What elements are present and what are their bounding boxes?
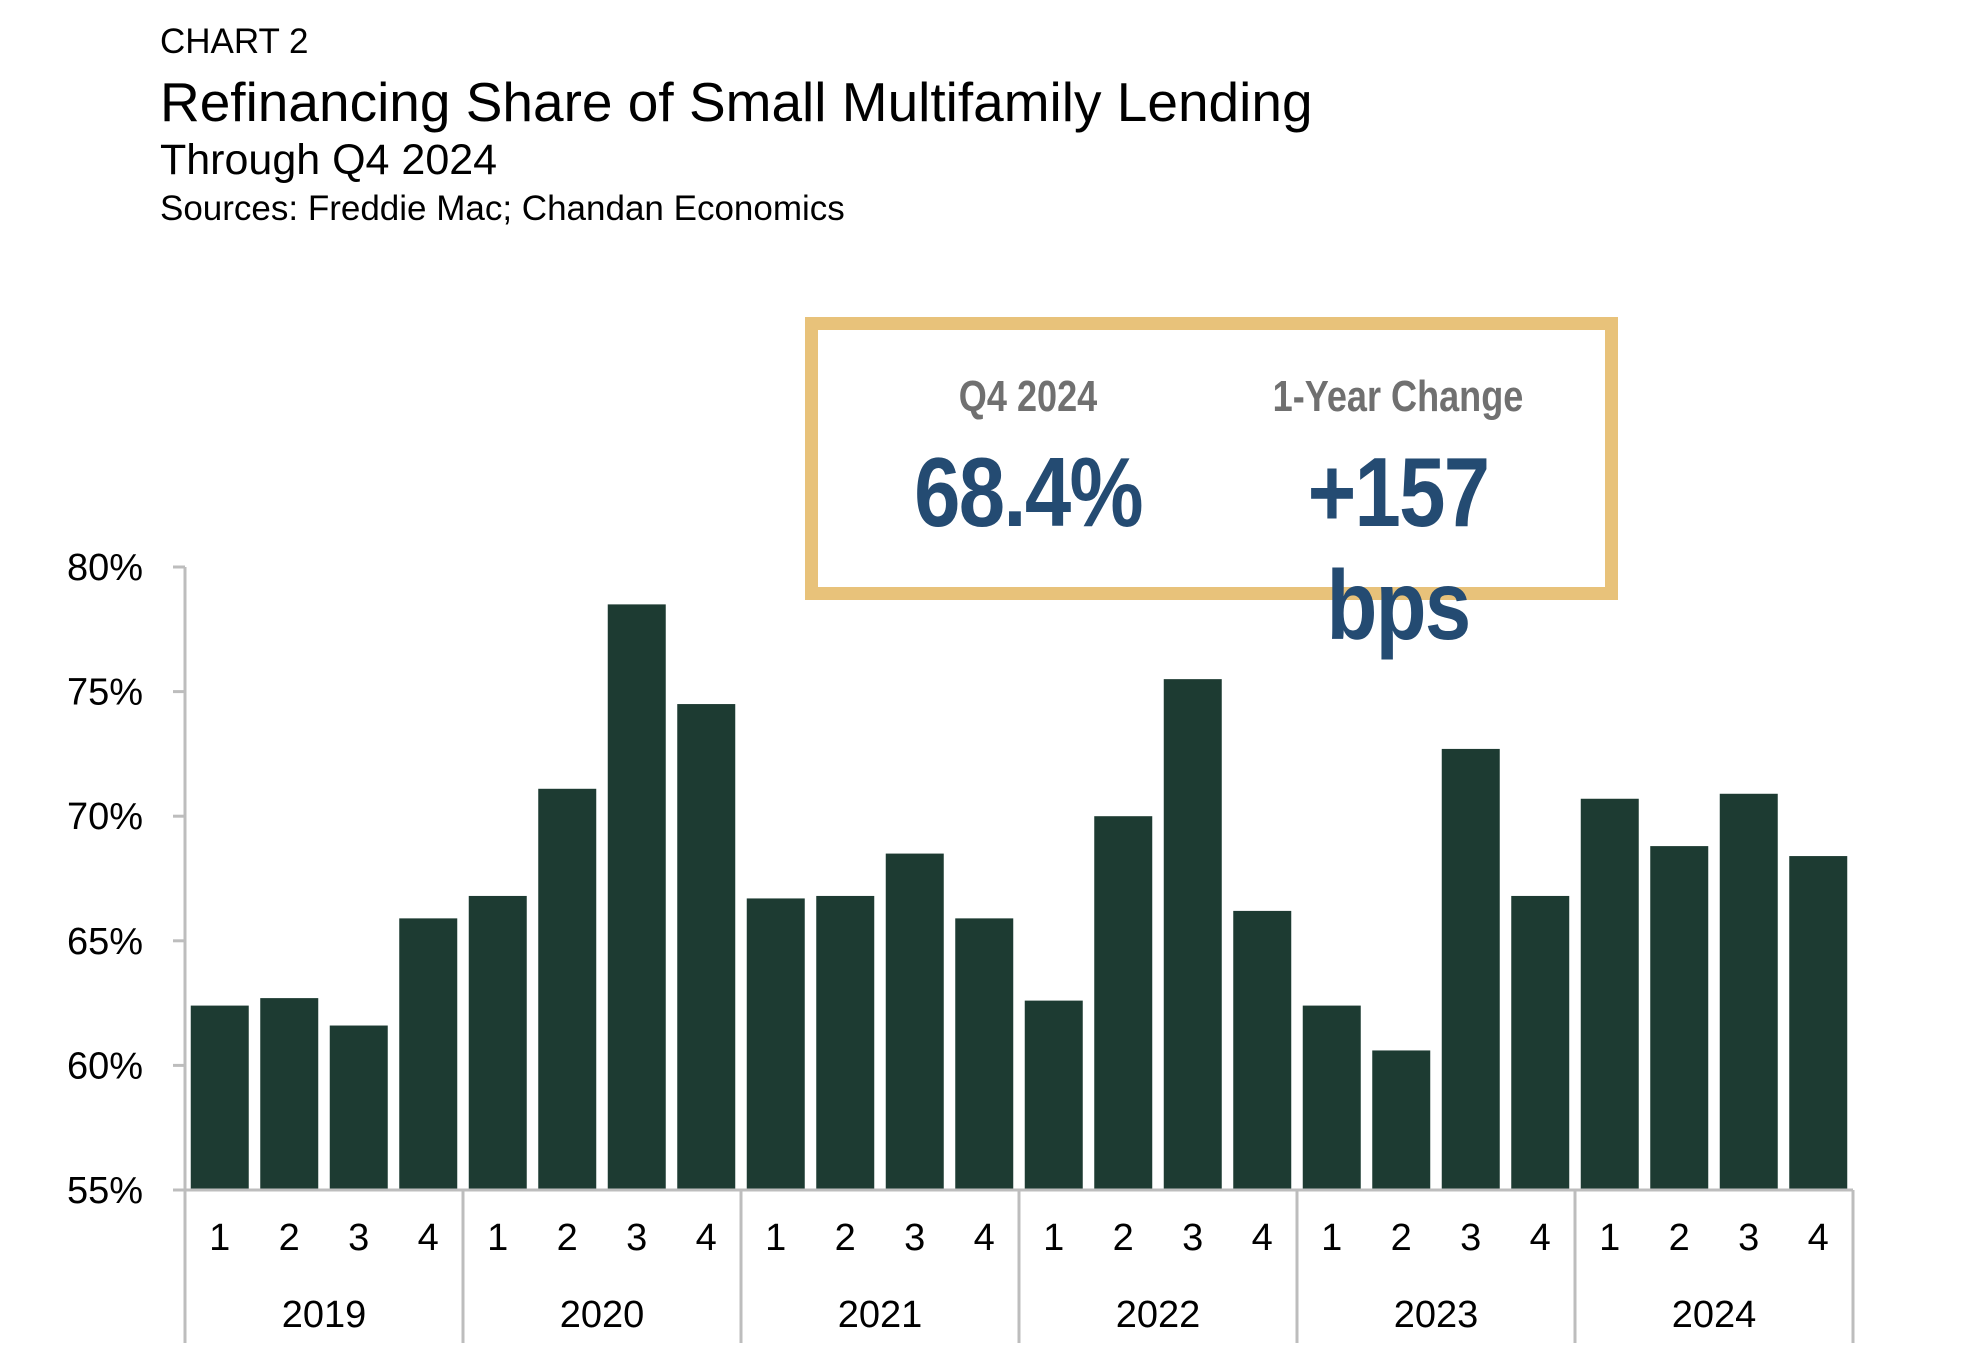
chart-subtitle: Through Q4 2024 bbox=[160, 136, 498, 184]
bar bbox=[677, 704, 736, 1190]
x-tick-label-quarter: 2 bbox=[835, 1217, 856, 1259]
bar bbox=[1580, 798, 1639, 1190]
bar bbox=[816, 895, 875, 1190]
kpi-current-label: Q4 2024 bbox=[958, 372, 1098, 421]
y-tick-label: 80% bbox=[67, 547, 143, 589]
x-group-label-year: 2021 bbox=[838, 1294, 923, 1336]
x-group-label-year: 2019 bbox=[282, 1294, 367, 1336]
x-tick-label-quarter: 4 bbox=[1530, 1217, 1551, 1259]
x-tick-label-quarter: 3 bbox=[348, 1217, 369, 1259]
bar bbox=[955, 918, 1014, 1190]
kpi-change-label: 1-Year Change bbox=[1272, 372, 1524, 421]
kpi-change: 1-Year Change +157 bps bbox=[1208, 330, 1588, 662]
x-tick-label-quarter: 1 bbox=[1599, 1217, 1620, 1259]
bar bbox=[746, 898, 805, 1190]
x-tick-label-quarter: 2 bbox=[1669, 1217, 1690, 1259]
bar bbox=[260, 998, 319, 1190]
bar bbox=[1163, 679, 1222, 1190]
x-tick-label-quarter: 3 bbox=[1460, 1217, 1481, 1259]
bar bbox=[885, 853, 944, 1190]
kpi-current-value: 68.4% bbox=[914, 437, 1143, 547]
kpi-callout-box: Q4 2024 68.4% 1-Year Change +157 bps bbox=[805, 317, 1618, 660]
x-group-label-year: 2020 bbox=[560, 1294, 645, 1336]
bar bbox=[1094, 816, 1153, 1190]
chart-title: Refinancing Share of Small Multifamily L… bbox=[160, 71, 1313, 133]
bar bbox=[1511, 895, 1570, 1190]
chart-label: CHART 2 bbox=[160, 22, 309, 61]
x-tick-label-quarter: 2 bbox=[557, 1217, 578, 1259]
kpi-current: Q4 2024 68.4% bbox=[848, 330, 1208, 549]
x-tick-label-quarter: 1 bbox=[209, 1217, 230, 1259]
x-tick-label-quarter: 2 bbox=[279, 1217, 300, 1259]
y-tick-label: 60% bbox=[67, 1045, 143, 1087]
x-tick-label-quarter: 3 bbox=[1182, 1217, 1203, 1259]
x-tick-label-quarter: 3 bbox=[1738, 1217, 1759, 1259]
bar bbox=[1650, 846, 1709, 1190]
x-tick-label-quarter: 1 bbox=[765, 1217, 786, 1259]
x-group-label-year: 2022 bbox=[1116, 1294, 1201, 1336]
bar bbox=[1789, 856, 1848, 1190]
y-tick-label: 65% bbox=[67, 921, 143, 963]
bar bbox=[190, 1005, 249, 1190]
x-tick-label-quarter: 3 bbox=[904, 1217, 925, 1259]
bar bbox=[538, 788, 597, 1190]
bar bbox=[1372, 1050, 1431, 1190]
x-tick-label-quarter: 1 bbox=[1321, 1217, 1342, 1259]
bar bbox=[1024, 1000, 1083, 1190]
x-tick-label-quarter: 4 bbox=[418, 1217, 439, 1259]
x-tick-label-quarter: 3 bbox=[626, 1217, 647, 1259]
bar bbox=[399, 918, 458, 1190]
x-tick-label-quarter: 2 bbox=[1391, 1217, 1412, 1259]
x-tick-label-quarter: 2 bbox=[1113, 1217, 1134, 1259]
x-tick-label-quarter: 4 bbox=[1252, 1217, 1273, 1259]
y-tick-label: 55% bbox=[67, 1170, 143, 1212]
bar bbox=[1441, 748, 1500, 1190]
x-group-label-year: 2024 bbox=[1672, 1294, 1757, 1336]
y-tick-label: 70% bbox=[67, 796, 143, 838]
bar bbox=[329, 1025, 388, 1190]
x-tick-label-quarter: 4 bbox=[1808, 1217, 1829, 1259]
chart-source: Sources: Freddie Mac; Chandan Economics bbox=[160, 189, 845, 228]
bar bbox=[1233, 910, 1292, 1190]
kpi-change-value: +157 bps bbox=[1307, 437, 1491, 660]
x-tick-label-quarter: 1 bbox=[487, 1217, 508, 1259]
x-tick-label-quarter: 4 bbox=[974, 1217, 995, 1259]
bar bbox=[607, 604, 666, 1190]
x-tick-label-quarter: 1 bbox=[1043, 1217, 1064, 1259]
bar bbox=[1302, 1005, 1361, 1190]
y-tick-label: 75% bbox=[67, 672, 143, 714]
bar bbox=[468, 895, 527, 1190]
x-group-label-year: 2023 bbox=[1394, 1294, 1479, 1336]
x-tick-label-quarter: 4 bbox=[696, 1217, 717, 1259]
bar bbox=[1719, 793, 1778, 1190]
